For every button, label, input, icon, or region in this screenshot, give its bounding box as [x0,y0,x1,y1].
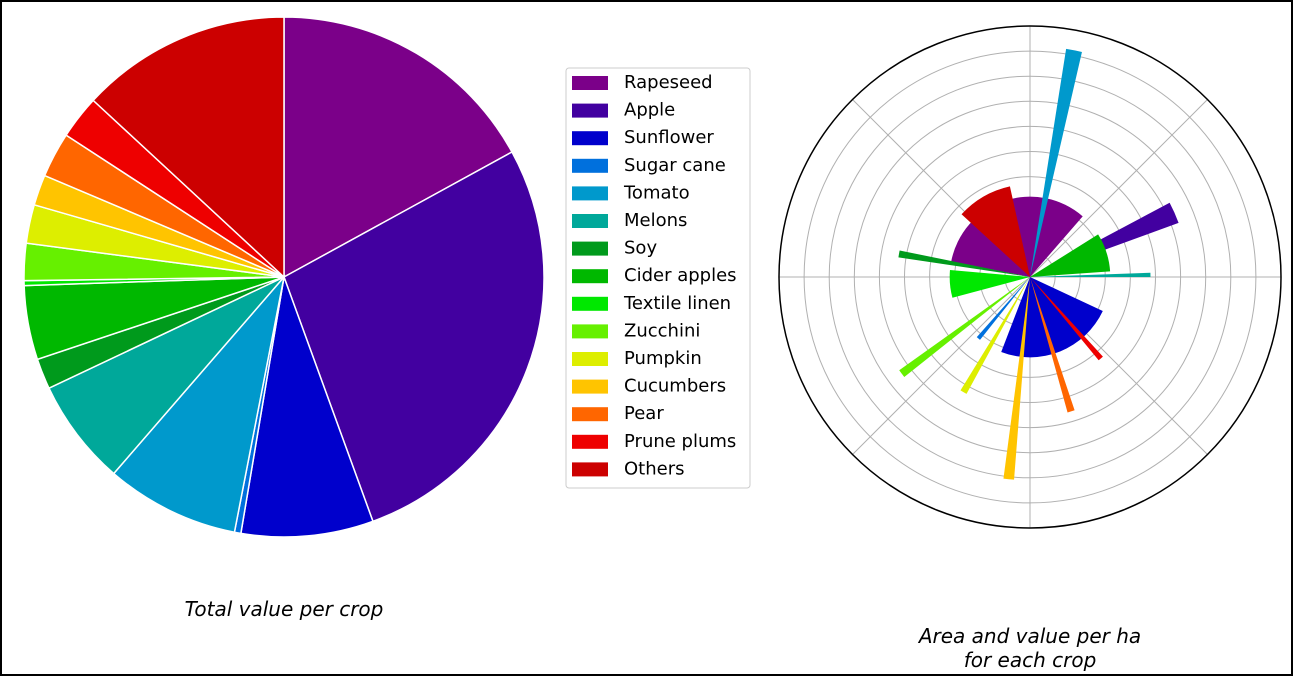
legend-swatch [572,434,608,449]
legend-label: Others [624,458,685,479]
polar-bar [1030,277,1075,413]
legend-swatch [572,214,608,228]
legend-label: Cucumbers [624,376,726,397]
pie-slice [92,16,285,279]
legend-label: Apple [624,100,675,121]
legend-label: Sugar cane [624,155,726,176]
legend-swatch [572,103,608,118]
legend-label: Melons [624,210,687,231]
legend-swatch [572,407,608,422]
legend-swatch [572,379,608,394]
pie-slice [112,274,286,534]
polar-bar [1030,272,1151,277]
polar-bar [1030,48,1082,278]
legend-swatch [572,296,608,311]
polar-title: Area and value per ha for each crop [918,624,1142,672]
legend-swatch [572,131,608,146]
pie-slice [47,276,285,475]
legend-swatch [572,76,608,90]
legend-label: Tomato [623,182,690,203]
pie-slice [240,274,374,538]
legend-label: Pear [624,403,664,424]
polar-bar [1030,234,1111,277]
legend-swatch [572,186,608,201]
polar-bar [961,186,1030,277]
legend-label: Zucchini [624,320,700,341]
polar-bar [976,277,1030,340]
legend-label: Rapeseed [624,72,713,93]
legend-label: Pumpkin [624,348,702,369]
polar-bar [949,269,1030,298]
pie-slice [283,150,545,523]
polar-frame [778,25,1282,529]
legend-label: Sunflower [624,127,714,148]
polar-bar [960,277,1030,394]
polar-bar [1001,277,1103,358]
grid-spoke [852,276,1031,455]
pie-title: Total value per crop [184,597,384,621]
grid-spoke [1029,99,1208,278]
legend-swatch [572,269,608,284]
legend-swatch [572,462,608,477]
legend-label: Prune plums [624,431,736,452]
polar-bar [899,277,1030,378]
polar-bar [1030,277,1103,361]
legend-box [565,67,751,489]
pie-slice [283,16,513,279]
legend-label: Cider apples [624,265,737,286]
legend-label: Soy [624,238,657,259]
legend-swatch [572,352,608,366]
legend-label: Textile linen [623,293,731,314]
legend-swatch [572,241,608,256]
polar-bar [898,250,1030,277]
polar-bar [1003,277,1030,480]
legend-swatch [572,324,608,339]
legend-swatch [572,158,608,173]
